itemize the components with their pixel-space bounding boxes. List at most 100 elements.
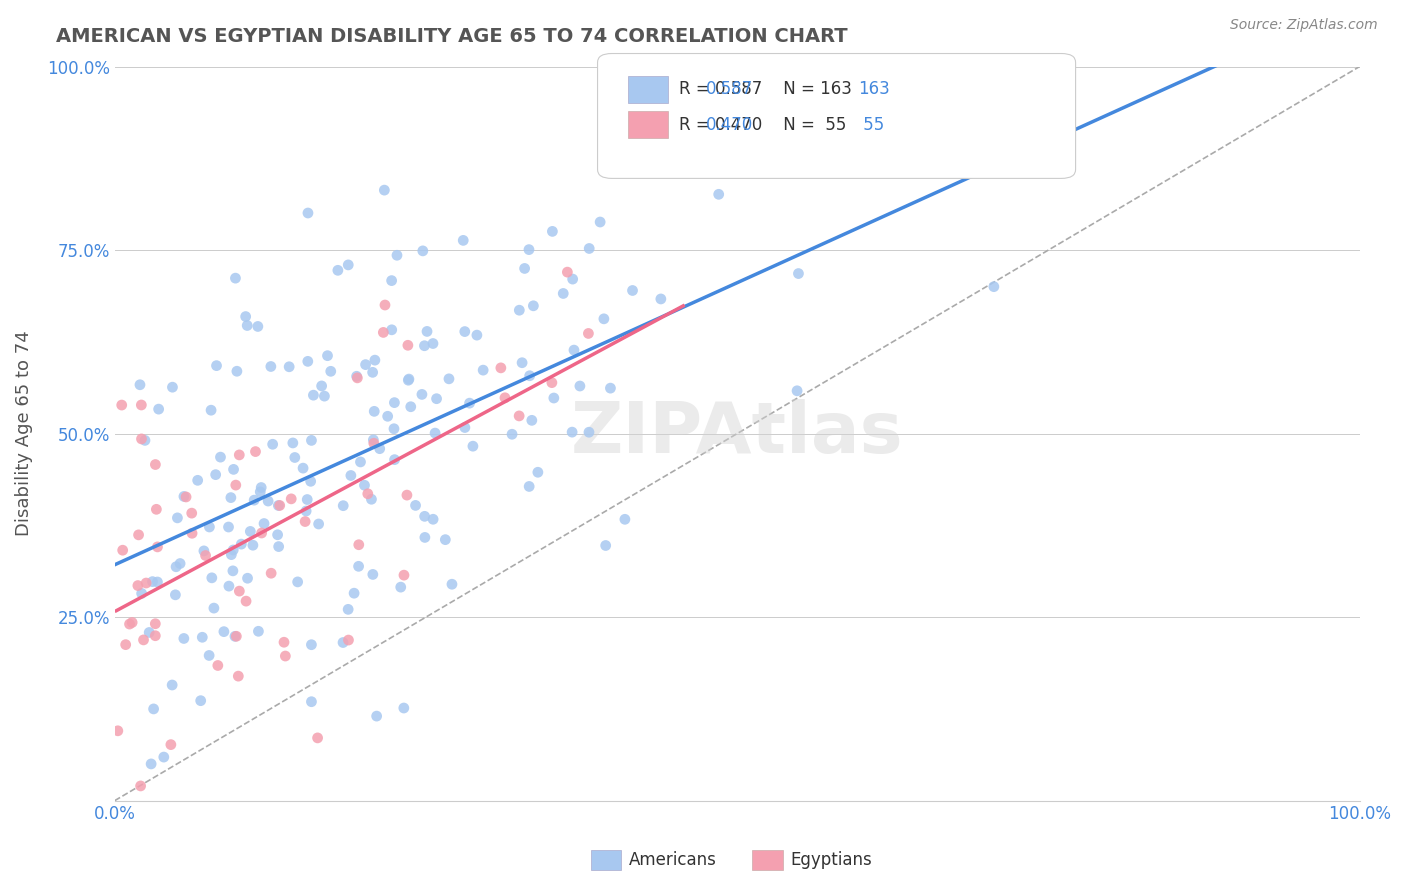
Point bbox=[162, 380, 184, 394]
Point bbox=[278, 359, 301, 374]
Point bbox=[363, 404, 385, 418]
Point bbox=[165, 588, 187, 602]
Point bbox=[501, 427, 523, 442]
Point bbox=[225, 478, 247, 492]
Point bbox=[166, 511, 188, 525]
Point bbox=[169, 557, 191, 571]
Point bbox=[385, 248, 408, 262]
Point bbox=[193, 544, 215, 558]
Point bbox=[297, 354, 319, 368]
Point bbox=[173, 632, 195, 646]
Point bbox=[349, 455, 371, 469]
Point bbox=[111, 543, 134, 558]
Point bbox=[207, 658, 229, 673]
Point bbox=[107, 723, 129, 738]
Text: AMERICAN VS EGYPTIAN DISABILITY AGE 65 TO 74 CORRELATION CHART: AMERICAN VS EGYPTIAN DISABILITY AGE 65 T… bbox=[56, 27, 848, 45]
Point bbox=[541, 376, 564, 390]
Point bbox=[301, 695, 323, 709]
Point bbox=[357, 487, 380, 501]
Point bbox=[266, 528, 288, 542]
Point bbox=[308, 516, 330, 531]
Point bbox=[553, 286, 575, 301]
Point bbox=[148, 402, 170, 417]
Point bbox=[384, 395, 406, 409]
Point bbox=[307, 731, 329, 745]
Point bbox=[368, 442, 391, 456]
Point bbox=[454, 420, 477, 434]
Point bbox=[311, 379, 333, 393]
Point bbox=[398, 372, 420, 386]
Point bbox=[222, 543, 245, 558]
Point bbox=[405, 499, 427, 513]
Text: 163: 163 bbox=[858, 80, 890, 98]
Point bbox=[129, 377, 152, 392]
Point bbox=[235, 594, 257, 608]
Y-axis label: Disability Age 65 to 74: Disability Age 65 to 74 bbox=[15, 331, 32, 536]
Point bbox=[576, 326, 599, 341]
Point bbox=[517, 479, 540, 493]
Point bbox=[513, 261, 536, 276]
Point bbox=[384, 452, 406, 467]
Point bbox=[180, 506, 202, 520]
Point bbox=[337, 258, 360, 272]
Point bbox=[396, 338, 419, 352]
Point bbox=[541, 224, 564, 238]
Point bbox=[242, 538, 264, 552]
Point bbox=[201, 571, 224, 585]
Point bbox=[194, 549, 217, 563]
Point bbox=[225, 364, 247, 378]
Point bbox=[114, 638, 136, 652]
Point bbox=[247, 624, 270, 639]
Point bbox=[434, 533, 457, 547]
Point bbox=[346, 369, 368, 384]
Point bbox=[1000, 133, 1022, 147]
Point bbox=[284, 450, 307, 465]
Point bbox=[141, 574, 163, 589]
Point bbox=[302, 388, 325, 402]
Point bbox=[562, 343, 585, 358]
Point bbox=[236, 571, 259, 585]
Point bbox=[346, 371, 368, 385]
Point bbox=[249, 484, 271, 499]
Point bbox=[381, 274, 404, 288]
Point bbox=[173, 490, 195, 504]
Point bbox=[160, 738, 183, 752]
Point bbox=[228, 584, 250, 599]
Point bbox=[786, 384, 808, 398]
Point bbox=[299, 475, 322, 489]
Text: 0.470: 0.470 bbox=[706, 116, 754, 134]
Point bbox=[568, 379, 591, 393]
Text: 55: 55 bbox=[858, 116, 884, 134]
Point bbox=[561, 272, 583, 286]
Point bbox=[246, 319, 269, 334]
Point bbox=[145, 502, 167, 516]
Point bbox=[174, 490, 197, 504]
Point bbox=[589, 215, 612, 229]
Point bbox=[520, 413, 543, 427]
Point bbox=[489, 360, 512, 375]
Point bbox=[131, 398, 153, 412]
Point bbox=[269, 499, 291, 513]
Point bbox=[413, 339, 436, 353]
Text: R = 0.470    N =  55: R = 0.470 N = 55 bbox=[679, 116, 846, 134]
Point bbox=[143, 629, 166, 643]
Point bbox=[508, 409, 530, 423]
Point bbox=[354, 358, 377, 372]
Point bbox=[363, 433, 385, 447]
Point bbox=[413, 530, 436, 544]
Point bbox=[135, 576, 157, 591]
Point bbox=[326, 263, 349, 277]
Point bbox=[561, 425, 583, 439]
Point bbox=[222, 462, 245, 476]
Point bbox=[205, 359, 228, 373]
Point bbox=[127, 578, 149, 592]
Point bbox=[191, 630, 214, 644]
Point bbox=[360, 492, 382, 507]
Point bbox=[650, 292, 672, 306]
Point bbox=[363, 436, 385, 450]
Point bbox=[557, 265, 579, 279]
Point bbox=[198, 648, 221, 663]
Point bbox=[461, 439, 484, 453]
Point bbox=[613, 512, 636, 526]
Point bbox=[132, 632, 155, 647]
